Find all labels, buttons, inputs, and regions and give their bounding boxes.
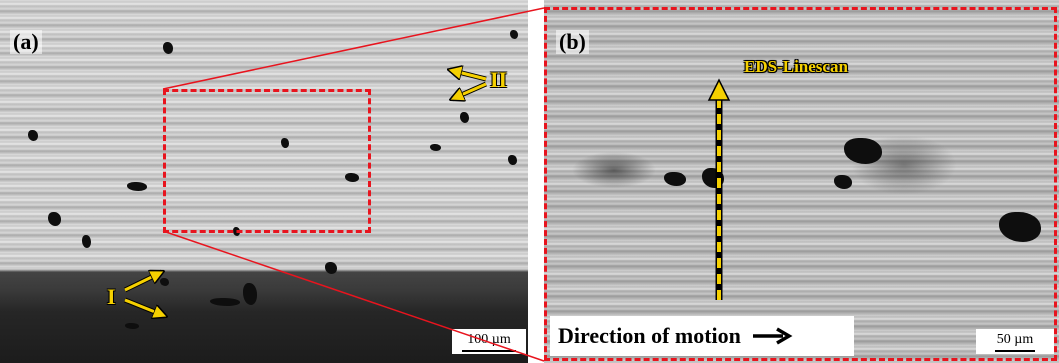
micrograph-panel-a: (a) II I 100 µm — [0, 0, 528, 363]
pit — [430, 144, 441, 151]
eds-linescan-label: EDS-Linescan — [744, 57, 848, 76]
marker-ii: II — [490, 67, 508, 92]
pit — [664, 172, 686, 186]
scale-bar-b-line — [995, 350, 1035, 352]
annotation-arrows-a — [123, 0, 488, 363]
micrograph-panel-b: (b) EDS-Linescan Direction of motion 50 … — [544, 0, 1059, 363]
pit — [460, 112, 469, 123]
direction-of-motion-box: Direction of motion — [550, 316, 854, 356]
eds-linescan-arrow — [707, 78, 731, 300]
sem-texture-b — [544, 0, 1059, 363]
direction-of-motion-label: Direction of motion — [558, 323, 741, 348]
arrow-ii-lower — [452, 81, 488, 99]
scale-bar-a-line — [462, 350, 516, 352]
pit — [48, 212, 61, 226]
scale-bar-b-label: 50 µm — [996, 332, 1034, 347]
pit — [82, 235, 91, 248]
scale-bar-a-label: 100 µm — [467, 332, 511, 347]
pit — [281, 138, 289, 148]
panel-label-b: (b) — [556, 30, 589, 54]
sem-texture-a — [0, 0, 528, 363]
pit — [125, 323, 139, 329]
pit — [508, 155, 517, 165]
pit — [510, 30, 518, 39]
pit — [834, 175, 852, 189]
magnified-region-box — [163, 89, 371, 233]
arrow-ii-upper — [450, 70, 487, 82]
panel-label-a: (a) — [10, 30, 42, 54]
pit — [345, 173, 359, 182]
arrow-i-lower — [124, 297, 165, 316]
pit — [999, 212, 1041, 242]
arrow-i-upper — [123, 272, 162, 293]
marker-i: I — [107, 284, 116, 309]
pit — [243, 283, 257, 305]
pit — [210, 298, 240, 306]
pit — [325, 262, 337, 274]
pit — [28, 130, 38, 141]
pit — [844, 138, 882, 164]
right-arrow-icon — [752, 327, 793, 345]
pit — [163, 42, 173, 54]
scale-bar-b: 50 µm — [976, 329, 1054, 354]
pit — [127, 182, 147, 191]
